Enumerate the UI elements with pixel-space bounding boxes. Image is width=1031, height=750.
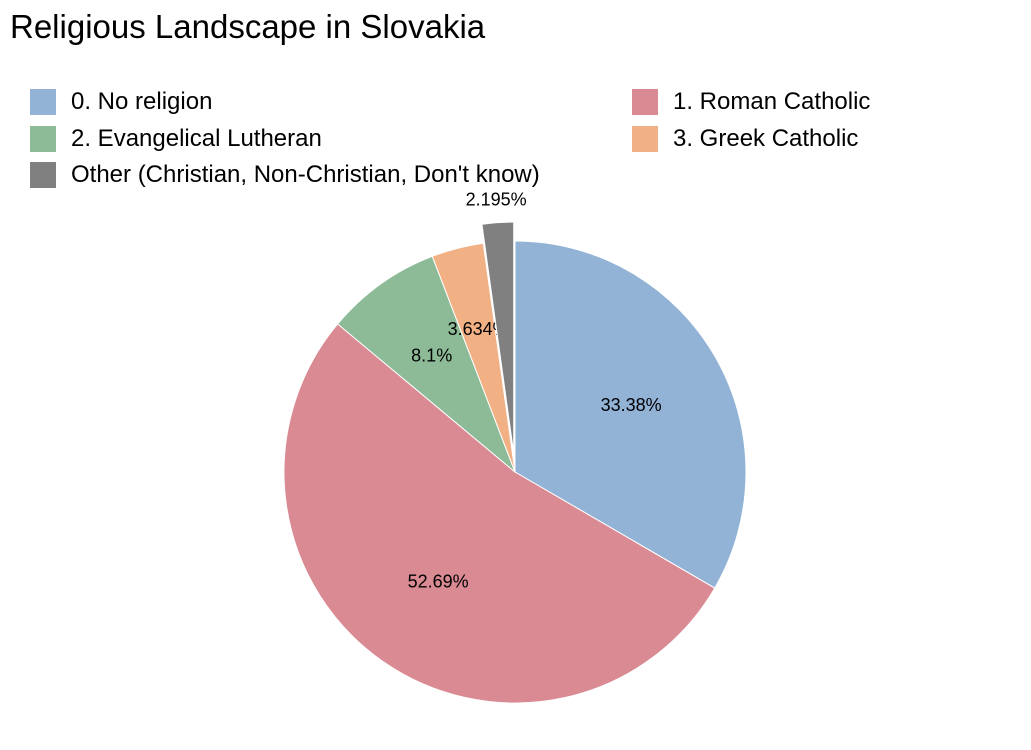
legend-item-no-religion: 0. No religion xyxy=(30,88,212,116)
legend-swatch xyxy=(30,162,56,188)
legend-swatch xyxy=(30,126,56,152)
legend-label: 1. Roman Catholic xyxy=(673,88,871,115)
legend-item-other: Other (Christian, Non-Christian, Don't k… xyxy=(30,161,540,189)
legend-swatch xyxy=(30,89,56,115)
legend-label: 3. Greek Catholic xyxy=(673,125,859,152)
legend-item-evangelical-lutheran: 2. Evangelical Lutheran xyxy=(30,125,322,153)
legend-item-greek-catholic: 3. Greek Catholic xyxy=(632,125,858,153)
legend-label: 0. No religion xyxy=(71,88,213,115)
slice-value-label: 3.634% xyxy=(448,319,509,339)
legend-swatch xyxy=(632,126,658,152)
pie-slice xyxy=(514,240,747,589)
pie-slice xyxy=(336,255,517,474)
slice-value-label: 8.1% xyxy=(411,345,452,365)
slice-value-label: 33.38% xyxy=(601,395,662,415)
legend-label: 2. Evangelical Lutheran xyxy=(71,125,322,152)
pie-slice xyxy=(283,323,716,704)
chart-title: Religious Landscape in Slovakia xyxy=(10,8,486,45)
legend: 0. No religion 1. Roman Catholic 2. Evan… xyxy=(0,0,1031,200)
pie-slice xyxy=(481,221,515,454)
slice-value-label: 52.69% xyxy=(408,572,469,592)
legend-label: Other (Christian, Non-Christian, Don't k… xyxy=(71,161,540,188)
slice-value-label: 2.195% xyxy=(466,190,527,210)
legend-item-roman-catholic: 1. Roman Catholic xyxy=(632,88,870,116)
legend-swatch xyxy=(632,89,658,115)
pie-slice xyxy=(431,242,516,473)
